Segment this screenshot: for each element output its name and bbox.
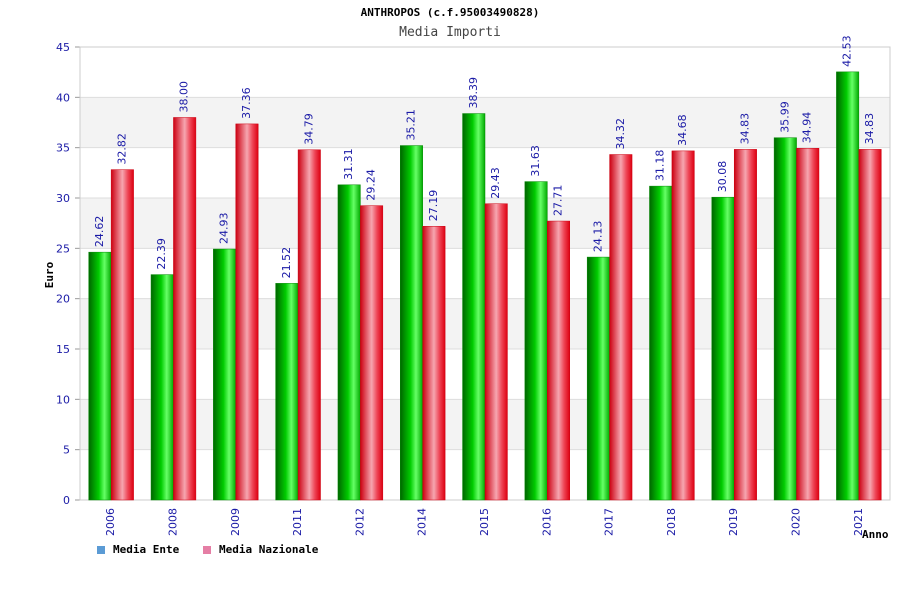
data-label: 29.43 [489,167,502,199]
data-label: 34.68 [676,114,689,146]
data-label: 42.53 [841,35,854,67]
y-axis-title: Euro [43,261,56,288]
data-label: 27.19 [427,190,440,222]
y-tick-label: 10 [56,393,70,406]
data-label: 24.13 [591,221,604,253]
bar-media-nazionale [297,149,321,501]
data-label: 37.36 [240,87,253,119]
data-label: 38.00 [178,81,191,113]
x-axis-title: Anno [862,528,889,541]
y-tick-label: 45 [56,41,70,54]
bar-media-nazionale [173,117,197,501]
bar-media-ente [649,185,673,501]
chart-subtitle: Media Importi [399,25,501,40]
data-label: 31.31 [342,148,355,180]
y-tick-label: 30 [56,192,70,205]
bar-media-nazionale [796,148,820,501]
legend-swatch-media-nazionale [203,545,211,554]
legend-label-media-ente: Media Ente [113,543,180,556]
x-tick-label: 2017 [603,508,616,536]
data-label: 35.99 [778,101,791,133]
bar-media-ente [711,196,735,501]
x-tick-label: 2015 [478,508,491,536]
chart-title: ANTHROPOS (c.f.95003490828) [360,6,540,19]
bar-media-ente [275,283,299,501]
bar-media-nazionale [609,154,633,501]
data-label: 32.82 [115,133,128,165]
y-tick-label: 40 [56,91,70,104]
y-tick-label: 20 [56,293,70,306]
bar-media-ente [88,251,112,501]
data-label: 34.79 [302,113,315,145]
x-tick-label: 2016 [540,508,553,536]
bar-media-nazionale [235,123,259,501]
bar-media-nazionale [547,220,570,501]
bar-media-nazionale [360,205,384,501]
data-label: 24.93 [218,213,231,244]
x-tick-label: 2019 [727,508,740,536]
x-tick-label: 2012 [353,508,366,536]
bar-media-nazionale [110,169,134,501]
data-label: 34.32 [614,118,627,150]
y-tick-label: 15 [56,343,70,356]
bar-media-nazionale [858,149,882,501]
bar-media-ente [524,181,548,501]
bar-media-nazionale [733,149,757,501]
data-label: 27.71 [552,185,565,217]
data-label: 38.39 [467,77,480,109]
x-tick-label: 2014 [416,508,429,536]
data-label: 34.94 [801,112,814,144]
bar-media-ente [150,274,174,501]
data-label: 31.63 [529,145,542,177]
data-label: 21.52 [280,247,293,279]
data-label: 29.24 [365,169,378,201]
legend-label-media-nazionale: Media Nazionale [219,543,319,556]
data-label: 24.62 [93,216,106,248]
x-tick-label: 2021 [852,508,865,536]
y-tick-label: 5 [63,444,70,457]
bar-media-ente [836,71,860,501]
legend-swatch-media-ente [97,545,105,554]
x-tick-label: 2009 [229,508,242,536]
bar-media-ente [400,145,423,501]
bar-media-nazionale [671,150,695,501]
x-tick-label: 2006 [104,508,117,536]
bar-media-nazionale [484,203,508,501]
bar-media-ente [462,113,486,501]
legend-item-media-nazionale: Media Nazionale [203,543,318,556]
data-label: 35.21 [404,109,417,141]
data-label: 22.39 [155,238,168,270]
x-tick-label: 2011 [291,508,304,536]
y-tick-label: 35 [56,142,70,155]
data-label: 34.83 [863,113,876,145]
x-tick-label: 2008 [166,508,179,536]
bar-media-nazionale [422,226,446,501]
x-tick-label: 2020 [790,508,803,536]
data-label: 30.08 [716,161,729,193]
y-tick-label: 0 [63,494,70,507]
bar-media-ente [773,137,797,501]
y-tick-label: 25 [56,242,70,255]
bar-media-ente [337,184,361,501]
data-label: 31.18 [654,150,667,182]
legend-item-media-ente: Media Ente [97,543,179,556]
bar-media-ente [213,248,237,501]
data-label: 34.83 [738,113,751,145]
bar-media-ente [586,256,610,501]
x-tick-label: 2018 [665,508,678,536]
